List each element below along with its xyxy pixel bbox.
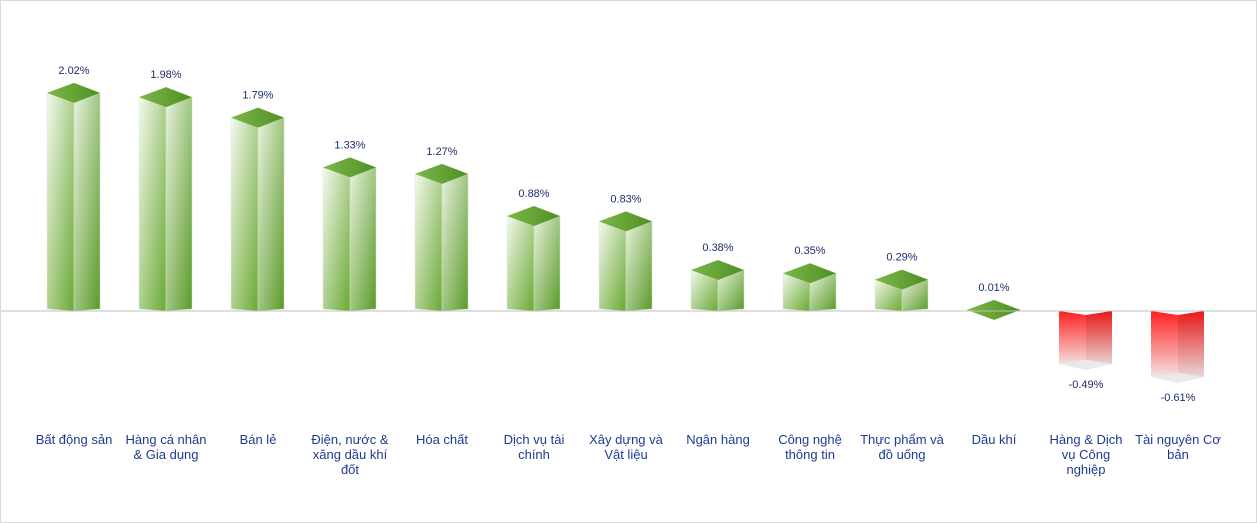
category-label: Điện, nước & xăng dầu khí đốt (311, 432, 389, 477)
category-label-line: Dầu khí (972, 432, 1017, 447)
bar-side-face (73, 92, 101, 312)
data-label: -0.49% (1069, 379, 1104, 391)
category-label-line: vụ Công (1062, 447, 1110, 462)
bar (46, 82, 101, 312)
category-label-line: Hàng cá nhân (126, 432, 207, 447)
category-label-line: Dịch vụ tài (504, 432, 565, 447)
bar-top-face (967, 299, 1020, 320)
data-label: 0.38% (702, 242, 733, 254)
category-label: Dầu khí (972, 432, 1017, 447)
bar-side-face (349, 166, 377, 312)
bar-front-face (414, 173, 443, 312)
bar (782, 263, 837, 312)
bar (966, 299, 1021, 321)
data-label: 0.88% (518, 188, 549, 200)
bar-bottom-face (1151, 372, 1204, 383)
data-label: -0.61% (1161, 392, 1196, 404)
bar-top-face (415, 163, 468, 184)
data-label: 0.83% (610, 193, 641, 205)
data-label: 1.33% (334, 139, 365, 151)
bar-bottom-face (1059, 359, 1112, 370)
category-label-line: Điện, nước & (311, 432, 389, 447)
bar (690, 259, 745, 312)
bar (230, 107, 285, 312)
bar-top-face (231, 107, 284, 128)
category-label: Tài nguyên Cơ bản (1135, 432, 1221, 462)
category-label: Hàng & Dịch vụ Công nghiệp (1050, 432, 1123, 477)
category-label-line: Thực phẩm và (860, 432, 945, 447)
category-label-line: đốt (341, 462, 359, 477)
bar-side-face (533, 215, 561, 312)
bar-top-face (139, 87, 192, 108)
bar-side-face (809, 272, 837, 312)
bar (138, 87, 193, 312)
data-label: 0.01% (978, 282, 1009, 294)
bar-top-face (323, 157, 376, 178)
bar (506, 205, 561, 312)
data-label: 1.79% (242, 90, 273, 102)
bar-side-face (901, 279, 929, 312)
bar-side-face (625, 220, 653, 312)
category-label-line: Công nghệ (778, 432, 842, 447)
bar-side-face (257, 117, 285, 312)
bar-top-face (507, 205, 560, 226)
category-label-line: Ngân hàng (686, 432, 750, 447)
category-label-line: chính (518, 447, 550, 462)
bar-top-face (47, 82, 100, 103)
bar-front-face (506, 215, 535, 312)
bar-front-face (138, 96, 167, 312)
category-label: Thực phẩm và đồ uống (860, 432, 945, 462)
bar (598, 211, 653, 312)
bar-side-face (717, 269, 745, 312)
category-label: Bán lẻ (240, 432, 277, 447)
bar-top-face (691, 259, 744, 280)
bar-front-face (598, 221, 627, 312)
bar-front-face (1059, 311, 1086, 370)
category-label-line: Bất động sản (36, 432, 113, 447)
bar-side-face (441, 173, 469, 312)
bar (1151, 311, 1204, 383)
category-label: Công nghệ thông tin (778, 432, 842, 462)
category-label-line: Tài nguyên Cơ (1135, 432, 1221, 447)
bar (414, 163, 469, 312)
bar (1059, 311, 1112, 370)
bar-front-face (322, 167, 351, 312)
category-label-line: Hàng & Dịch (1050, 432, 1123, 447)
data-label: 0.35% (794, 245, 825, 257)
bar (874, 269, 929, 312)
category-label-line: Hóa chất (416, 432, 468, 447)
data-label: 1.98% (150, 69, 181, 81)
category-label-line: đồ uống (879, 447, 926, 462)
category-label: Dịch vụ tài chính (504, 432, 565, 462)
bar-side-face (1086, 311, 1112, 370)
data-label: 1.27% (426, 146, 457, 158)
bar (322, 157, 377, 312)
bar-top-face (599, 211, 652, 232)
bar-front-face (1151, 311, 1178, 383)
category-label: Ngân hàng (686, 432, 750, 447)
bar-side-face (165, 96, 193, 312)
bar-top-face (875, 269, 928, 290)
category-label-line: bản (1167, 447, 1189, 462)
data-label: 2.02% (58, 65, 89, 77)
category-label-line: Bán lẻ (240, 432, 277, 447)
category-label-line: & Gia dụng (133, 447, 198, 462)
data-label: 0.29% (886, 252, 917, 264)
category-label: Hàng cá nhân & Gia dụng (126, 432, 207, 462)
bar-side-face (1178, 311, 1204, 383)
bar-front-face (230, 117, 259, 312)
category-label-line: thông tin (785, 447, 835, 462)
category-label: Xây dựng và Vật liệu (589, 432, 664, 462)
category-label: Hóa chất (416, 432, 468, 447)
category-label: Bất động sản (36, 432, 113, 447)
bar-top-face (783, 263, 836, 284)
bar-front-face (46, 92, 75, 312)
category-label-line: Vật liệu (604, 447, 647, 462)
category-label-line: xăng dầu khí (313, 447, 388, 462)
category-label-line: Xây dựng và (589, 432, 664, 447)
category-label-line: nghiệp (1066, 462, 1105, 477)
